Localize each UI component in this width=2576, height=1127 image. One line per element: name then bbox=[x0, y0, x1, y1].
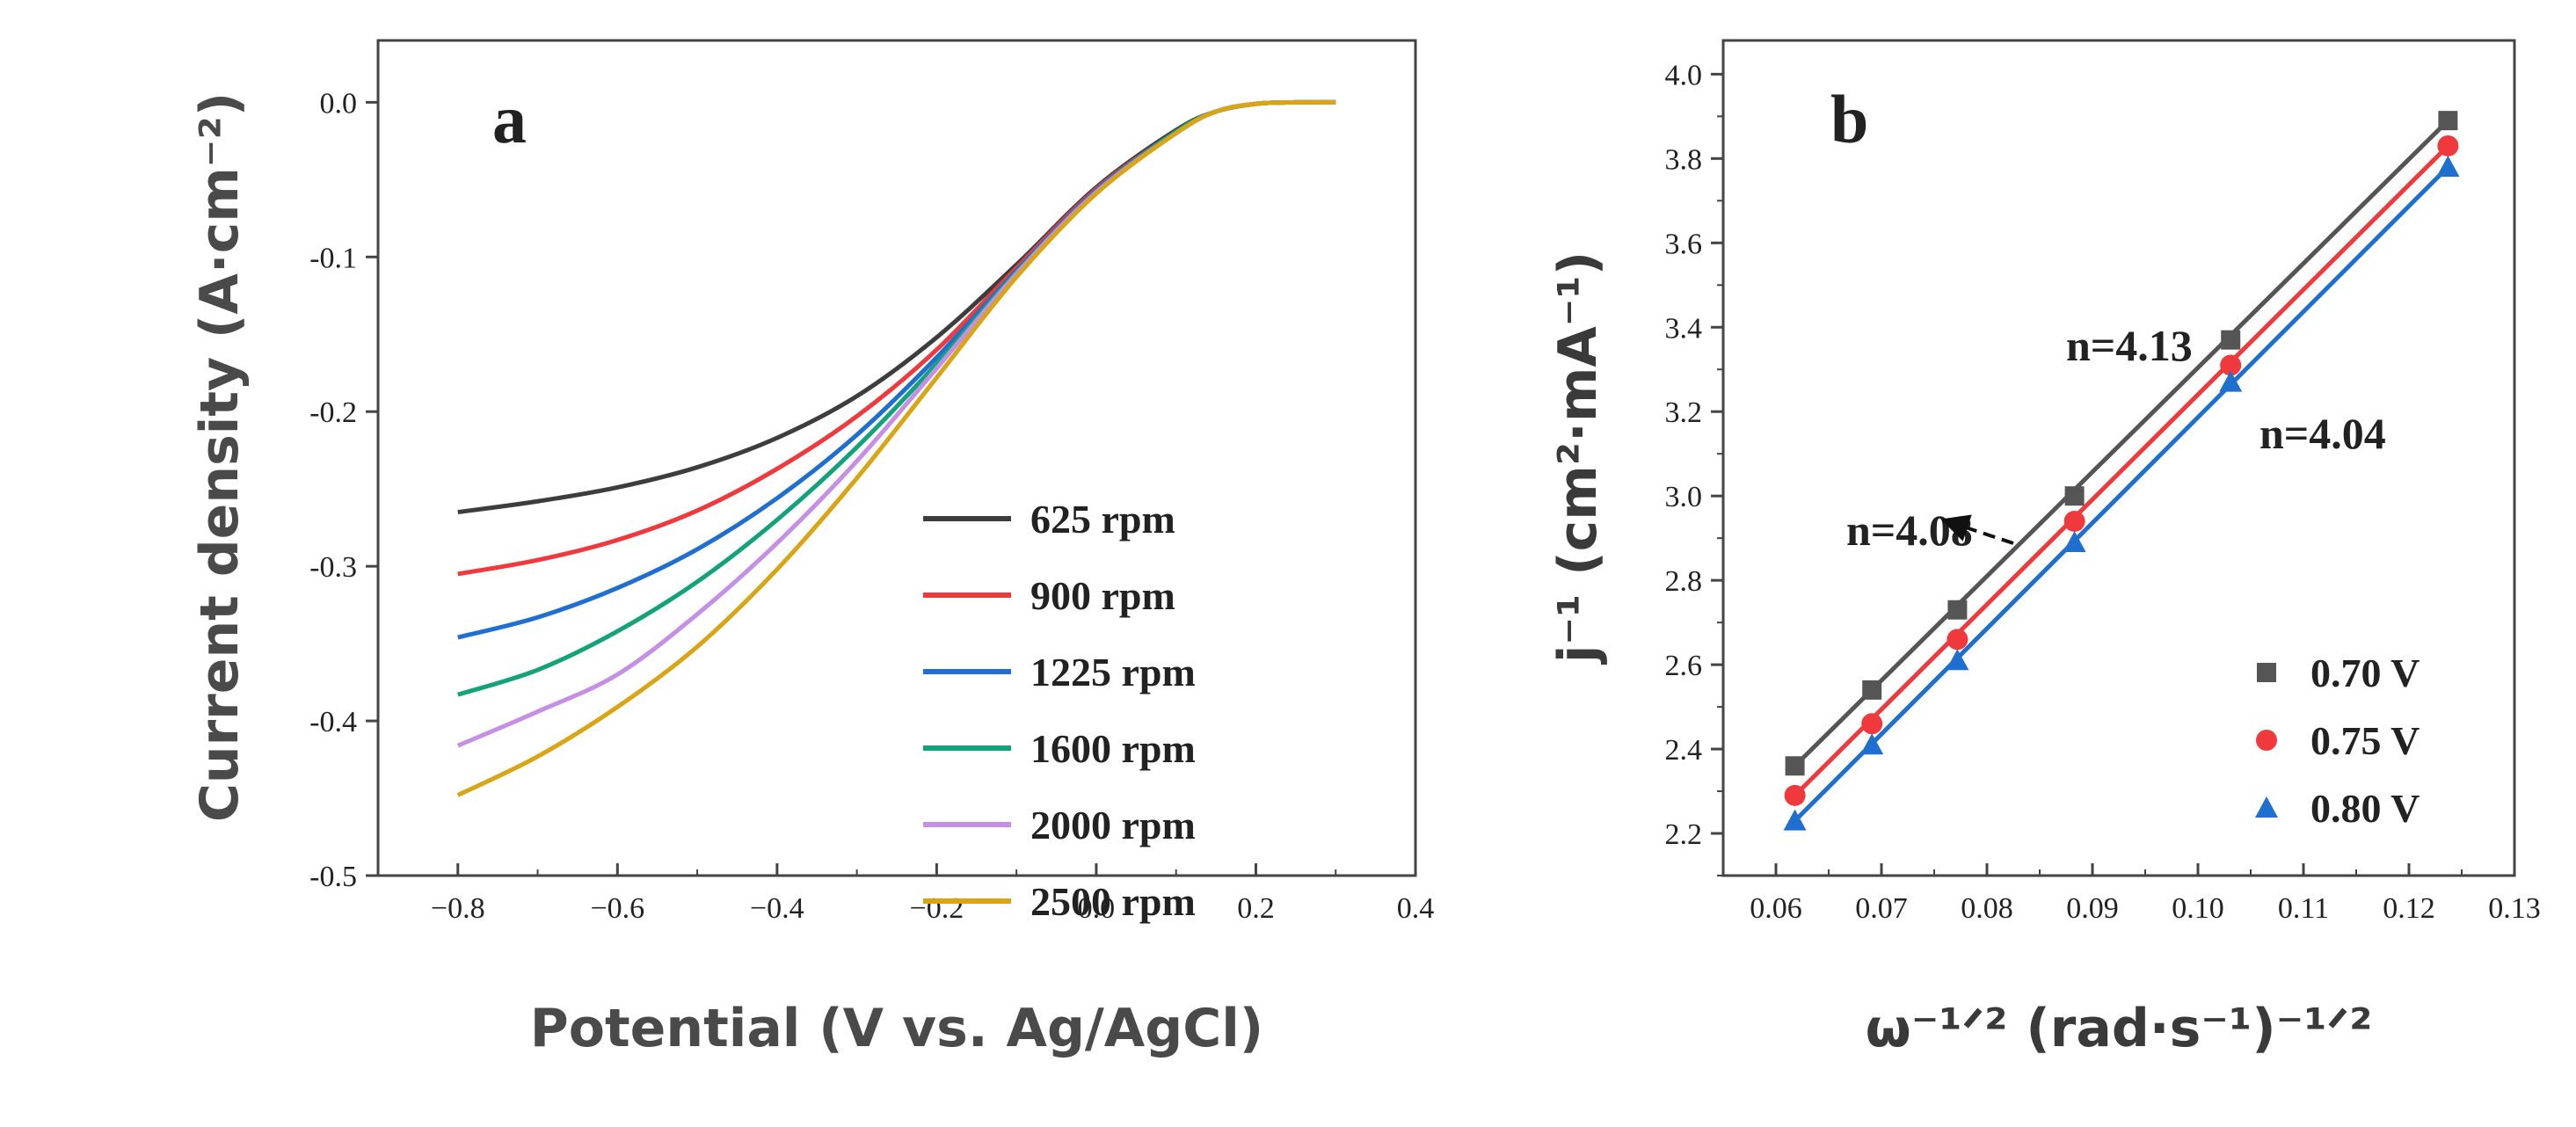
panel-a-legend-label: 1600 rpm bbox=[1030, 726, 1196, 771]
panel-a-legend-label: 900 rpm bbox=[1030, 573, 1175, 618]
panel-b-point-1-5 bbox=[2437, 135, 2459, 156]
panel-b-y-tick-label: 3.0 bbox=[1665, 481, 1703, 513]
panel-a-legend-label: 625 rpm bbox=[1030, 497, 1175, 542]
panel-b-x-tick-label: 0.13 bbox=[2488, 892, 2541, 925]
panel-a-y-tick-label: -0.3 bbox=[309, 551, 357, 584]
panel-b-legend-label: 0.75 V bbox=[2310, 718, 2420, 763]
panel-a-x-tick-label: 0.4 bbox=[1397, 892, 1435, 925]
panel-b-y-tick-label: 2.6 bbox=[1665, 650, 1703, 682]
panel-a-x-tick-label: 0.0 bbox=[1078, 892, 1116, 925]
panel-a-series-line-4 bbox=[456, 99, 1336, 748]
panel-b-point-0-2 bbox=[1947, 600, 1968, 620]
panel-b-point-2-3 bbox=[2063, 530, 2086, 552]
panel-b-fit-line-0 bbox=[1793, 119, 2450, 768]
panel-b: 0.06 0.07 0.08 0.09 0.10 0.11 0.12 0.13 2.2 2.4 2.… bbox=[1547, 39, 2541, 1059]
panel-a-y-axis-label: Current density (A·cm⁻²) bbox=[189, 92, 251, 822]
panel-b-point-1-0 bbox=[1784, 784, 1806, 806]
panel-b-y-tick-label: 3.8 bbox=[1665, 143, 1703, 176]
panel-b-point-2-2 bbox=[1946, 649, 1969, 671]
panel-b-point-1-2 bbox=[1947, 629, 1968, 651]
panel-b-legend-marker bbox=[2255, 796, 2278, 818]
panel-b-x-tick-label: 0.09 bbox=[2066, 892, 2119, 925]
panel-b-point-2-5 bbox=[2436, 155, 2460, 177]
panel-b-point-2-1 bbox=[1860, 733, 1884, 755]
panel-b-fit-line-1 bbox=[1793, 144, 2450, 797]
panel-b-fit-line-2 bbox=[1793, 165, 2450, 823]
panel-a-series-line-0 bbox=[457, 99, 1336, 515]
panel-b-x-tick-label: 0.10 bbox=[2172, 892, 2224, 925]
panel-b-point-0-5 bbox=[2438, 111, 2458, 131]
panel-a-series-line-5 bbox=[456, 99, 1336, 797]
panel-b-frame bbox=[1721, 39, 2516, 877]
annotation-n-4-13: n=4.13 bbox=[2066, 321, 2193, 370]
panel-a-x-tick-label: 0.2 bbox=[1237, 892, 1275, 925]
panel-a-y-tick-label: 0.0 bbox=[320, 87, 358, 120]
panel-b-legend-label: 0.70 V bbox=[2310, 651, 2420, 695]
panel-b-y-tick-label: 3.4 bbox=[1665, 312, 1703, 345]
panel-a-y-tick-label: -0.2 bbox=[309, 396, 357, 429]
panel-b-y-tick-label: 2.2 bbox=[1665, 818, 1703, 851]
panel-a-legend-label: 2000 rpm bbox=[1030, 803, 1196, 847]
panel-a-x-tick-label: −0.6 bbox=[590, 892, 644, 925]
panel-a-frame bbox=[376, 39, 1417, 877]
panel-a-x-tick-label: −0.8 bbox=[431, 892, 485, 925]
panel-b-y-tick-label: 2.4 bbox=[1665, 734, 1703, 767]
panel-b-point-0-1 bbox=[1862, 680, 1882, 700]
panel-b-y-tick-label: 3.6 bbox=[1665, 228, 1703, 260]
panel-b-point-1-1 bbox=[1861, 713, 1883, 735]
panel-a-legend-label: 2500 rpm bbox=[1030, 879, 1196, 924]
panel-b-point-1-3 bbox=[2063, 510, 2085, 532]
panel-a-x-axis-label: Potential (V vs. Ag/AgCl) bbox=[530, 998, 1263, 1059]
panel-b-x-axis-label: ω⁻¹ᐟ² (rad·s⁻¹)⁻¹ᐟ² bbox=[1866, 998, 2373, 1059]
panel-b-y-tick-label: 2.8 bbox=[1665, 565, 1703, 598]
panel-a-y-tick-label: -0.4 bbox=[309, 706, 357, 738]
panel-b-x-tick-label: 0.11 bbox=[2278, 892, 2329, 925]
panel-a-x-tick-label: −0.4 bbox=[750, 892, 804, 925]
panel-b-x-tick-label: 0.12 bbox=[2383, 892, 2435, 925]
panel-b-x-tick-label: 0.06 bbox=[1750, 892, 1802, 925]
panel-a-legend-label: 1225 rpm bbox=[1030, 650, 1196, 694]
annotation-n-4-08: n=4.08 bbox=[1846, 505, 1973, 555]
panel-b-x-tick-label: 0.08 bbox=[1961, 892, 2013, 925]
panel-a-x-tick-label: −0.2 bbox=[910, 892, 964, 925]
panel-b-y-tick-label: 3.2 bbox=[1665, 396, 1703, 429]
panel-b-letter: b bbox=[1830, 81, 1868, 157]
panel-a-y-tick-label: -0.1 bbox=[309, 242, 357, 274]
panel-b-legend-label: 0.80 V bbox=[2310, 786, 2420, 831]
panel-a-y-tick-label: -0.5 bbox=[309, 861, 357, 893]
panel-b-y-tick-label: 4.0 bbox=[1665, 59, 1703, 91]
panel-b-y-axis-label: j⁻¹ (cm²·mA⁻¹) bbox=[1547, 251, 1609, 665]
panel-b-legend: 0.70 V 0.75 V 0.80 V bbox=[2255, 651, 2420, 831]
panel-b-legend-marker bbox=[2257, 663, 2276, 682]
panel-a-legend: 625 rpm 900 rpm 1225 rpm 1600 rpm 2000 rpm 25… bbox=[923, 497, 1196, 924]
annotation-arrow bbox=[1940, 514, 2014, 545]
panel-b-point-2-4 bbox=[2219, 370, 2243, 392]
panel-a: −0.8 −0.6 −0.4 −0.2 0.0 0.2 0.4 0.0 -0.1 -0.2 -0.3… bbox=[189, 39, 1435, 1059]
panel-b-point-2-0 bbox=[1783, 809, 1807, 831]
panel-b-point-0-3 bbox=[2064, 486, 2085, 506]
panel-b-x-tick-label: 0.07 bbox=[1855, 892, 1908, 925]
panel-b-point-1-4 bbox=[2220, 354, 2242, 376]
panel-a-letter: a bbox=[492, 81, 527, 157]
panel-b-point-0-0 bbox=[1785, 756, 1805, 776]
panel-b-point-0-4 bbox=[2221, 330, 2241, 350]
panel-a-series-line-1 bbox=[457, 99, 1336, 577]
annotation-n-4-04: n=4.04 bbox=[2259, 409, 2386, 458]
panel-b-legend-marker bbox=[2256, 730, 2277, 751]
